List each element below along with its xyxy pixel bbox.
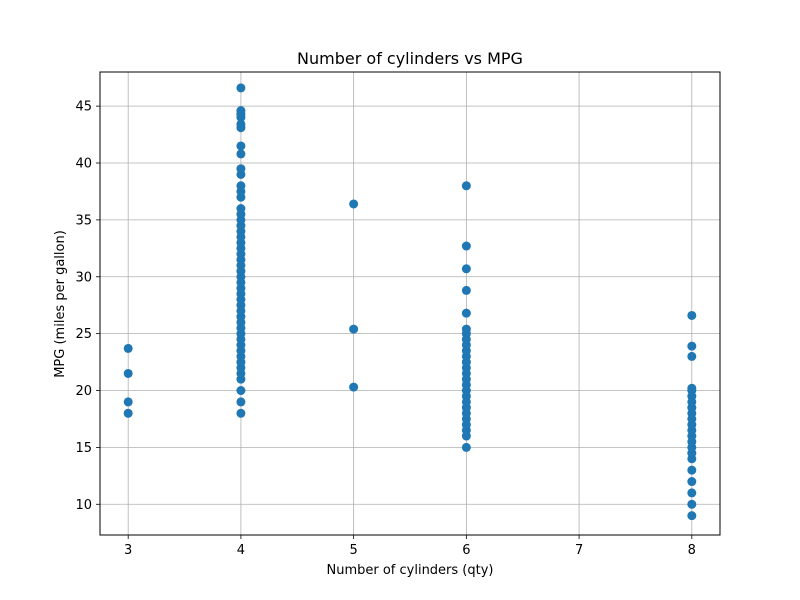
y-tick-label: 35 <box>75 213 92 228</box>
plot-frame <box>99 71 721 536</box>
y-axis-ticks: 10 15 20 25 30 35 40 45 <box>75 100 100 513</box>
data-point <box>687 383 697 393</box>
chart-title: Number of cylinders vs MPG <box>297 49 523 68</box>
x-tick-label: 3 <box>124 543 132 558</box>
data-point <box>236 83 246 93</box>
y-tick-label: 30 <box>75 270 92 285</box>
x-tick-label: 5 <box>349 543 357 558</box>
data-point <box>236 204 246 214</box>
data-point <box>461 324 471 334</box>
data-point <box>687 499 697 509</box>
y-tick-label: 10 <box>75 498 92 513</box>
data-point <box>687 477 697 487</box>
data-point <box>461 181 471 191</box>
data-point <box>687 488 697 498</box>
data-point <box>123 343 133 353</box>
grid <box>100 72 720 535</box>
data-point <box>236 181 246 191</box>
data-point <box>236 164 246 174</box>
data-point <box>236 386 246 396</box>
y-tick-label: 25 <box>75 327 92 342</box>
data-point <box>236 141 246 151</box>
data-point <box>123 368 133 378</box>
data-point <box>236 397 246 407</box>
data-point <box>461 285 471 295</box>
data-point <box>123 397 133 407</box>
x-tick-label: 6 <box>462 543 470 558</box>
data-point <box>461 264 471 274</box>
y-tick-label: 45 <box>75 100 92 115</box>
data-points <box>123 83 697 521</box>
x-axis-label: Number of cylinders (qty) <box>326 563 493 578</box>
x-tick-label: 8 <box>688 543 696 558</box>
data-point <box>236 149 246 159</box>
data-point <box>123 408 133 418</box>
x-tick-label: 7 <box>575 543 583 558</box>
data-point <box>236 106 246 116</box>
data-point <box>236 408 246 418</box>
data-point <box>461 241 471 251</box>
data-point <box>687 310 697 320</box>
plot-area-background <box>100 72 720 535</box>
data-point <box>687 341 697 351</box>
data-point <box>461 308 471 318</box>
data-point <box>687 465 697 475</box>
data-point <box>349 324 359 334</box>
y-tick-label: 40 <box>75 157 92 172</box>
data-point <box>461 442 471 452</box>
y-tick-label: 15 <box>75 441 92 456</box>
x-axis-ticks: 3 4 5 6 7 8 <box>124 535 696 558</box>
y-axis-label: MPG (miles per gallon) <box>53 230 68 378</box>
data-point <box>349 199 359 209</box>
data-point <box>349 382 359 392</box>
data-point <box>236 119 246 129</box>
data-point <box>687 511 697 521</box>
y-tick-label: 20 <box>75 384 92 399</box>
data-point <box>687 351 697 361</box>
x-tick-label: 4 <box>237 543 245 558</box>
